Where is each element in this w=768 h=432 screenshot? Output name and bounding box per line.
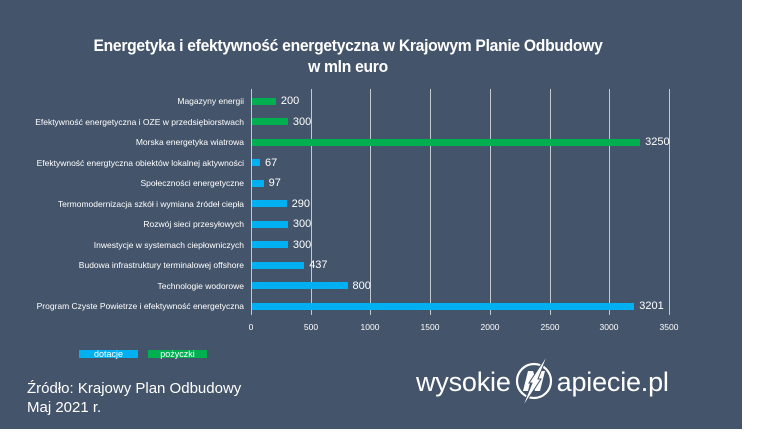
value-label: 290 — [291, 197, 310, 210]
bar-dotacje — [252, 302, 635, 310]
x-axis-tick-label: 3500 — [659, 322, 679, 332]
bar-dotacje — [252, 220, 288, 228]
value-label: 97 — [268, 177, 281, 189]
gridline — [609, 89, 610, 315]
category-label: Inwestycje w systemach ciepłowniczych — [93, 239, 244, 250]
x-axis-tick-label: 3000 — [599, 322, 619, 332]
bar-pozyczki — [252, 118, 288, 125]
category-label: Program Czyste Powietrze i efektywność e… — [36, 301, 244, 311]
logo-text-right: apiecie.pl — [556, 366, 669, 397]
value-label: 3250 — [645, 136, 670, 148]
bar-dotacje — [252, 200, 287, 207]
source-date: Maj 2021 r. — [27, 399, 102, 416]
value-label: 437 — [309, 259, 328, 271]
value-label: 300 — [292, 115, 312, 128]
x-axis-tick-label: 1000 — [360, 322, 380, 332]
category-label: Efektywność energetyczna i OZE w przedsi… — [35, 116, 244, 127]
legend-pozyczki: pożyczki — [148, 349, 207, 359]
bar-dotacje — [252, 159, 260, 166]
value-label: 200 — [280, 95, 300, 107]
gridline — [251, 89, 252, 315]
value-label: 300 — [292, 218, 312, 230]
bar-dotacje — [252, 282, 348, 289]
x-axis-tick-label: 1500 — [420, 322, 440, 332]
value-label: 300 — [292, 238, 312, 251]
category-label: Morska energetyka wiatrowa — [135, 137, 244, 147]
bar-chart-plot: 0 500 1000 1500 2000 2500 3000 3500 Magazyny ene… — [35, 89, 679, 332]
bar-pozyczki — [252, 97, 276, 105]
value-label: 3201 — [639, 300, 664, 312]
chart-title-line1: Energetyka i efektywność energetyczna w … — [93, 36, 603, 55]
category-label: Technologie wodorowe — [157, 280, 244, 291]
chart-panel: Energetyka i efektywność energetyczna w … — [0, 0, 742, 429]
logo-text-left: wysokie — [416, 366, 511, 397]
x-axis-tick-label: 0 — [248, 322, 254, 332]
value-label: 67 — [265, 156, 278, 169]
category-label: Magazyny energii — [177, 96, 244, 106]
x-axis-tick-label: 2000 — [480, 322, 500, 332]
category-label: Budowa infrastruktury terminalowej offsh… — [78, 260, 244, 270]
gridline — [370, 89, 371, 315]
category-label: Termomodernizacja szkół i wymiana źródeł… — [57, 198, 244, 209]
category-label: Efektywność energtyczna obiektów lokalne… — [36, 157, 244, 168]
category-label: Rozwój sieci przesyłowych — [143, 219, 244, 229]
category-label: Społeczności energetyczne — [140, 178, 244, 188]
source-line: Źródło: Krajowy Plan Odbudowy — [27, 380, 242, 397]
bar-dotacje — [252, 261, 305, 269]
gridline — [430, 89, 431, 315]
gridline — [550, 89, 551, 315]
wysokienapiecie-logo: wysokie apiecie.pl — [416, 353, 669, 409]
x-axis-tick-label: 2500 — [540, 322, 560, 332]
legend-dotacje-label: dotacje — [93, 349, 124, 359]
bar-pozyczki — [252, 138, 641, 146]
x-axis-tick-label: 500 — [303, 322, 319, 332]
legend-dotacje: dotacje — [79, 349, 138, 359]
legend-pozyczki-label: pożyczki — [160, 349, 195, 359]
bar-dotacje — [252, 179, 264, 187]
source-note: Źródło: Krajowy Plan Odbudowy Maj 2021 r… — [27, 379, 241, 417]
bar-dotacje — [252, 241, 288, 248]
gridline — [669, 89, 670, 315]
gridline — [311, 89, 312, 315]
n-lightning-circle-icon — [515, 353, 552, 409]
gridline — [490, 89, 491, 315]
chart-title-line2: w mln euro — [308, 57, 388, 76]
chart-title: Energetyka i efektywność energetyczna w … — [28, 35, 668, 77]
value-label: 800 — [352, 279, 371, 292]
